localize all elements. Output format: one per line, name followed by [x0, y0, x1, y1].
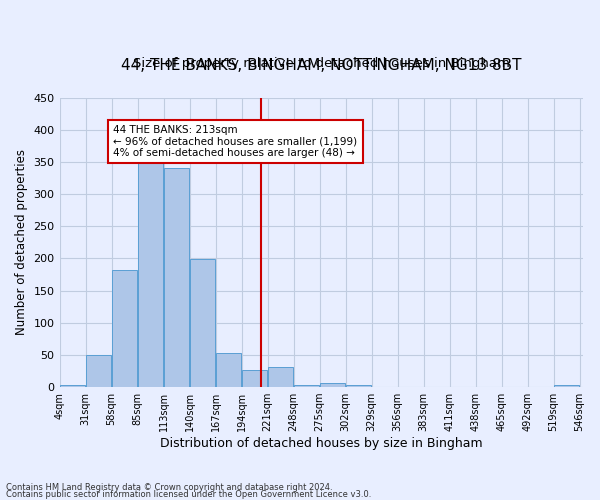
Text: 44, THE BANKS, BINGHAM, NOTTINGHAM, NG13 8BT: 44, THE BANKS, BINGHAM, NOTTINGHAM, NG13…	[121, 58, 521, 73]
X-axis label: Distribution of detached houses by size in Bingham: Distribution of detached houses by size …	[160, 437, 482, 450]
Bar	[554, 385, 579, 387]
Title: Size of property relative to detached houses in Bingham: Size of property relative to detached ho…	[133, 57, 509, 70]
Y-axis label: Number of detached properties: Number of detached properties	[15, 150, 28, 336]
Bar	[86, 355, 111, 387]
Bar	[242, 370, 267, 387]
Bar	[346, 385, 371, 387]
Bar	[320, 383, 345, 387]
Bar	[138, 151, 163, 387]
Text: 44 THE BANKS: 213sqm
← 96% of detached houses are smaller (1,199)
4% of semi-det: 44 THE BANKS: 213sqm ← 96% of detached h…	[113, 124, 358, 158]
Text: Contains HM Land Registry data © Crown copyright and database right 2024.: Contains HM Land Registry data © Crown c…	[6, 484, 332, 492]
Bar	[268, 367, 293, 387]
Bar	[60, 385, 85, 387]
Text: Contains public sector information licensed under the Open Government Licence v3: Contains public sector information licen…	[6, 490, 371, 499]
Bar	[164, 168, 189, 387]
Bar	[190, 259, 215, 387]
Bar	[294, 385, 319, 387]
Bar	[216, 353, 241, 387]
Bar	[112, 270, 137, 387]
